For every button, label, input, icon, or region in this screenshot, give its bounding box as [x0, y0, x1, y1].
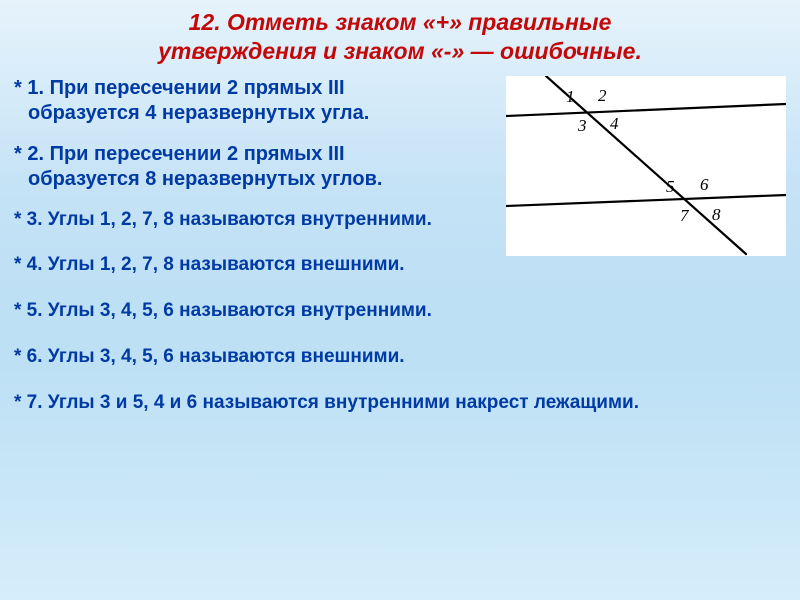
statement-6: * 6. Углы 3, 4, 5, 6 называются внешними… [14, 345, 782, 369]
title-line-1: 12. Отметь знаком «+» правильные [189, 9, 612, 35]
parallel-lines-diagram: 12345678 [506, 76, 786, 256]
title-line-2: утверждения и знаком «-» — ошибочные. [158, 38, 642, 64]
angle-label-6: 6 [700, 175, 709, 194]
angle-label-5: 5 [666, 177, 675, 196]
slide-title: 12. Отметь знаком «+» правильные утвержд… [0, 0, 800, 76]
statement-4: * 4. Углы 1, 2, 7, 8 называются внешними… [14, 253, 782, 277]
angle-label-1: 1 [566, 87, 575, 106]
angle-label-8: 8 [712, 205, 721, 224]
statement-6-text: * 6. Углы 3, 4, 5, 6 называются внешними… [14, 345, 782, 369]
statement-2-line1: * 2. При пересечении 2 прямых III [14, 143, 345, 165]
angle-label-2: 2 [598, 86, 607, 105]
statement-7: * 7. Углы 3 и 5, 4 и 6 называются внутре… [14, 391, 782, 415]
angle-label-3: 3 [577, 116, 587, 135]
statement-4-text: * 4. Углы 1, 2, 7, 8 называются внешними… [14, 253, 782, 277]
statement-5: * 5. Углы 3, 4, 5, 6 называются внутренн… [14, 299, 782, 323]
diagram-svg: 12345678 [506, 76, 786, 256]
slide: 12. Отметь знаком «+» правильные утвержд… [0, 0, 800, 600]
statement-1-line1: * 1. При пересечении 2 прямых III [14, 77, 345, 99]
angle-label-4: 4 [610, 114, 619, 133]
statement-2: * 2. При пересечении 2 прямых III образу… [14, 142, 494, 192]
statement-1-line2: образуется 4 неразвернутых угла. [14, 101, 494, 126]
statement-7-text: * 7. Углы 3 и 5, 4 и 6 называются внутре… [14, 391, 782, 415]
statement-5-text: * 5. Углы 3, 4, 5, 6 называются внутренн… [14, 299, 782, 323]
statement-1: * 1. При пересечении 2 прямых III образу… [14, 76, 494, 126]
statement-2-line2: образуется 8 неразвернутых углов. [14, 167, 494, 192]
